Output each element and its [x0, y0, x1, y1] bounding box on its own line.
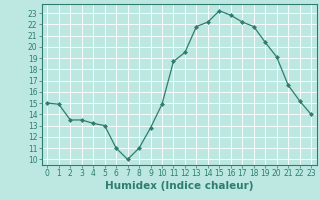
X-axis label: Humidex (Indice chaleur): Humidex (Indice chaleur) — [105, 181, 253, 191]
